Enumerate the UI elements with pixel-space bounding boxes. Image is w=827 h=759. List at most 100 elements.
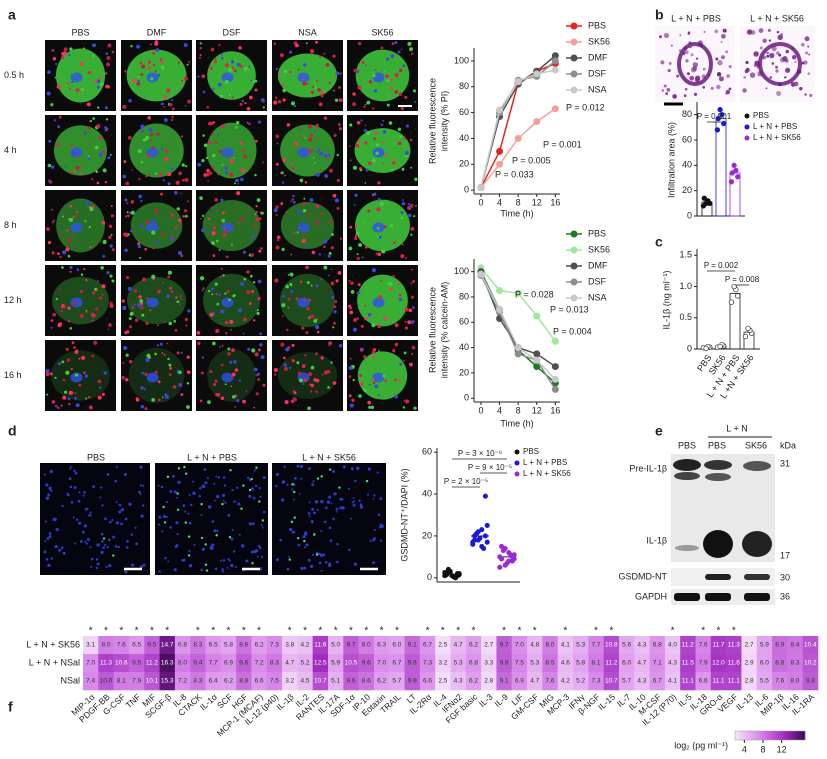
cell-value: 11.6 bbox=[728, 660, 741, 667]
cell-dot bbox=[308, 298, 312, 302]
nucleus-dot bbox=[108, 563, 112, 568]
cell-dot bbox=[71, 341, 75, 345]
heatmap-cell bbox=[435, 672, 451, 691]
cell-dot bbox=[91, 178, 94, 181]
cell-dot bbox=[348, 246, 353, 251]
cell-dot bbox=[131, 200, 135, 203]
cell-dot bbox=[360, 348, 364, 352]
gsdmd-dot bbox=[200, 503, 203, 506]
gsdmd-dot bbox=[258, 500, 261, 503]
heatmap-cell bbox=[618, 636, 635, 655]
colorbar-segment bbox=[743, 731, 745, 740]
cell-value: 6.2 bbox=[469, 678, 478, 685]
cell-dot bbox=[329, 219, 333, 223]
cell-dot bbox=[62, 395, 67, 400]
significance-star: * bbox=[119, 626, 123, 637]
nucleus-dot bbox=[227, 513, 231, 517]
cell-dot bbox=[383, 316, 388, 321]
nucleus-dot bbox=[50, 557, 53, 560]
cell-dot bbox=[410, 282, 413, 285]
colorbar-segment bbox=[801, 731, 803, 740]
cell-dot bbox=[91, 354, 94, 358]
stain-dot bbox=[742, 88, 747, 93]
cell-dot bbox=[214, 379, 218, 383]
heatmap-cell bbox=[787, 672, 803, 691]
cell-dot bbox=[218, 149, 222, 154]
cell-dot bbox=[410, 226, 415, 231]
nucleus-dot bbox=[308, 515, 311, 518]
cell-dot bbox=[121, 375, 125, 380]
cell-dot bbox=[234, 59, 237, 62]
cell-dot bbox=[316, 318, 319, 320]
gsdmd-dot bbox=[250, 477, 253, 481]
cell-dot bbox=[46, 227, 50, 231]
cell-dot bbox=[366, 130, 371, 135]
colorbar-segment bbox=[747, 731, 749, 740]
cell-dot bbox=[398, 92, 403, 97]
cell-dot bbox=[339, 72, 342, 75]
cell-dot bbox=[400, 211, 404, 215]
heatmap-cell bbox=[373, 672, 390, 691]
cell-dot bbox=[333, 322, 336, 325]
cell-dot bbox=[129, 229, 133, 233]
cell-dot bbox=[275, 134, 280, 139]
lane-label: SK56 bbox=[745, 440, 767, 450]
cell-dot bbox=[73, 346, 76, 349]
cell-dot bbox=[310, 365, 315, 370]
colorbar-segment bbox=[771, 731, 773, 740]
legend-marker bbox=[744, 124, 750, 130]
nucleus-dot bbox=[231, 529, 234, 532]
stain-dot bbox=[778, 53, 782, 57]
cell-value: 3.3 bbox=[484, 660, 493, 667]
cell-dot bbox=[144, 372, 148, 377]
colorbar-segment bbox=[773, 731, 775, 740]
cell-dot bbox=[358, 394, 362, 398]
nucleus-dot bbox=[221, 568, 225, 571]
cell-dot bbox=[70, 367, 73, 371]
heatmap-cell bbox=[113, 654, 130, 673]
cell-dot bbox=[99, 386, 102, 389]
heatmap-cell bbox=[435, 636, 451, 655]
cell-dot bbox=[169, 237, 174, 242]
cell-dot bbox=[214, 58, 217, 61]
x-tick-label: 4 bbox=[497, 197, 502, 207]
cell-value: 10.0 bbox=[100, 678, 113, 685]
cell-dot bbox=[136, 44, 141, 49]
p-value: P = 0.013 bbox=[550, 304, 589, 314]
cell-dot bbox=[239, 102, 243, 106]
heatmap-cell bbox=[710, 636, 727, 655]
heatmap-cell bbox=[664, 672, 681, 691]
cell-dot bbox=[80, 290, 83, 293]
cell-dot bbox=[360, 119, 363, 122]
heatmap-cell bbox=[527, 672, 543, 691]
nucleus-dot bbox=[286, 483, 289, 487]
cell-dot bbox=[130, 44, 133, 48]
cell-dot bbox=[87, 126, 91, 130]
gsdmd-dot bbox=[187, 554, 191, 557]
nucleus-dot bbox=[366, 493, 370, 496]
nucleus-dot bbox=[305, 543, 309, 547]
heatmap-cell bbox=[450, 672, 467, 691]
cell-dot bbox=[233, 182, 236, 185]
cell-dot bbox=[182, 215, 186, 218]
cell-dot bbox=[391, 42, 395, 45]
cell-dot bbox=[199, 399, 203, 403]
cell-dot bbox=[209, 66, 213, 70]
colorbar-segment bbox=[739, 731, 741, 740]
legend-marker bbox=[744, 135, 750, 141]
p-value: P = 0.028 bbox=[515, 289, 554, 299]
heatmap-cell bbox=[557, 672, 574, 691]
cell-dot bbox=[262, 106, 265, 109]
stain-dot bbox=[720, 55, 725, 60]
cell-dot bbox=[304, 354, 307, 357]
significance-star: * bbox=[517, 626, 521, 637]
heatmap-cell bbox=[251, 654, 268, 673]
cell-dot bbox=[224, 166, 229, 170]
heatmap-cell bbox=[542, 636, 558, 655]
nucleus-dot bbox=[201, 485, 204, 488]
gsdmd-dot bbox=[229, 468, 232, 472]
nucleus-dot bbox=[60, 546, 64, 550]
cell-dot bbox=[312, 156, 315, 159]
nucleus-dot bbox=[373, 494, 376, 497]
cell-dot bbox=[373, 192, 377, 196]
